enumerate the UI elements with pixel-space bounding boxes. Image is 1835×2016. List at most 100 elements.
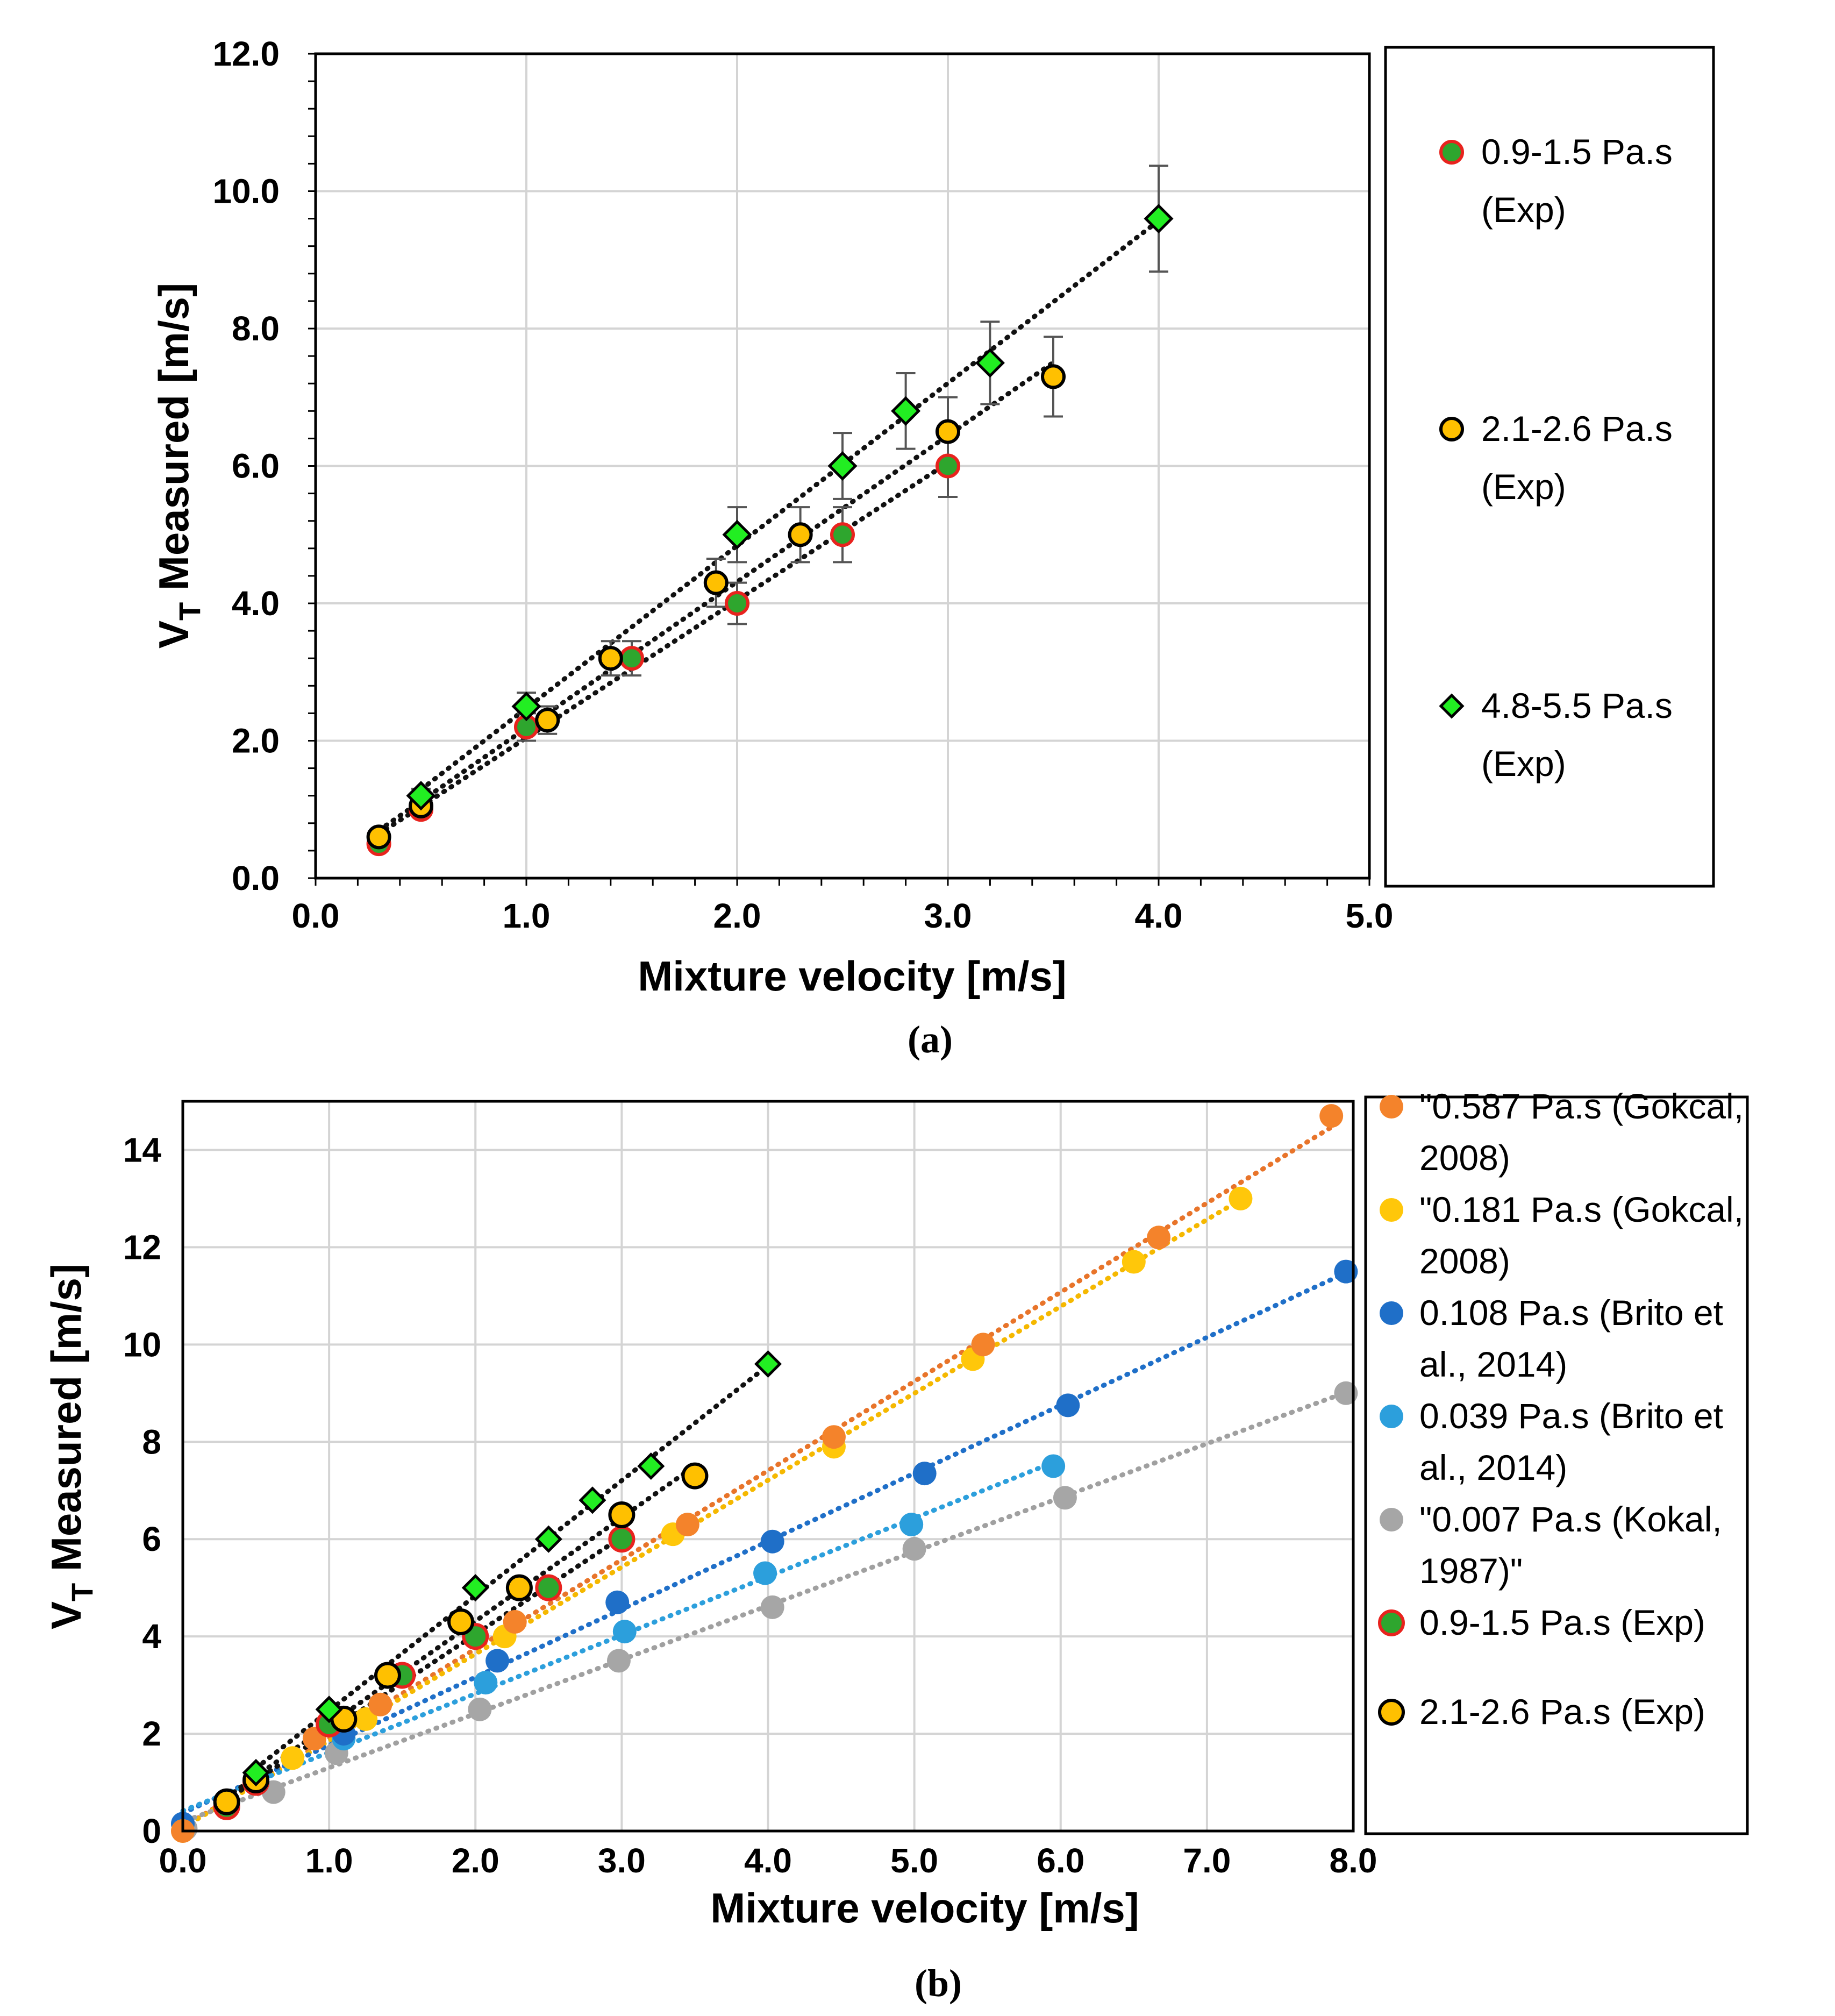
panel-b-legend-marker xyxy=(1380,1405,1403,1428)
panel-a-trendline xyxy=(376,360,1056,833)
panel-a-point-diamond xyxy=(891,396,921,426)
panel-a-point xyxy=(936,453,960,479)
panel-b-point xyxy=(971,1333,995,1357)
panel-b-point xyxy=(1056,1393,1080,1417)
panel-a-point xyxy=(703,570,729,595)
panel-a-legend-label: 4.8-5.5 Pa.s xyxy=(1481,686,1673,725)
panel-b-legend-marker xyxy=(1380,1508,1403,1531)
panel-a-x-tick-label: 5.0 xyxy=(1346,896,1394,935)
panel-b-points xyxy=(171,1104,1358,1843)
panel-b-x-tick-label: 7.0 xyxy=(1183,1841,1231,1880)
panel-b-point xyxy=(760,1595,784,1619)
panel-b-x-tick-label: 0.0 xyxy=(159,1841,207,1880)
panel-b-legend: "0.587 Pa.s (Gokcal, 2008) "0.181 Pa.s (Go… xyxy=(1378,1086,1744,1732)
panel-b-point xyxy=(612,1620,637,1644)
panel-b-legend-marker xyxy=(1380,1198,1403,1222)
panel-a-point xyxy=(725,591,749,616)
panel-b-point xyxy=(374,1662,401,1689)
panel-b-legend-label: "0.587 Pa.s (Gokcal, xyxy=(1419,1086,1744,1126)
panel-a-y-tick-label: 0.0 xyxy=(232,859,280,897)
panel-b-point xyxy=(474,1671,498,1695)
panel-a-point xyxy=(598,646,623,671)
panel-b-plot-frame xyxy=(181,1100,1355,1833)
panel-a-point-diamond xyxy=(975,348,1005,378)
panel-b-y-tick-label: 4 xyxy=(142,1617,161,1656)
panel-b-point xyxy=(535,1574,562,1601)
panel-b-y-tick-label: 12 xyxy=(123,1228,161,1266)
panel-a-trendline xyxy=(376,460,951,837)
panel-a-legend-marker xyxy=(1439,140,1464,165)
panel-a-x-tick-label: 1.0 xyxy=(503,896,551,935)
panel-b-point xyxy=(1147,1226,1171,1250)
panel-b-y-axis-label: VT Measured [m/s] xyxy=(42,1264,99,1629)
panel-b-point xyxy=(822,1425,846,1449)
panel-b-legend-label: "0.181 Pa.s (Gokcal, xyxy=(1419,1189,1744,1229)
panel-b-point xyxy=(1319,1104,1344,1128)
panel-a-point xyxy=(936,419,960,444)
panel-a-legend-label: (Exp) xyxy=(1481,744,1566,783)
panel-a-caption: (a) xyxy=(908,1018,953,1061)
panel-a-x-axis-label: Mixture velocity [m/s] xyxy=(638,952,1067,1000)
panel-a-point-diamond xyxy=(1144,204,1174,234)
panel-a-point xyxy=(830,522,855,547)
panel-a-x-tick-label: 0.0 xyxy=(292,896,340,935)
panel-a-legend-label: (Exp) xyxy=(1481,467,1566,507)
panel-b-legend-marker xyxy=(1378,1699,1405,1726)
panel-b-legend-label: 2.1-2.6 Pa.s (Exp) xyxy=(1419,1692,1705,1732)
panel-b-x-tick-label: 6.0 xyxy=(1037,1841,1084,1880)
panel-a-points xyxy=(366,204,1174,857)
panel-b-legend-label: "0.007 Pa.s (Kokal, xyxy=(1419,1499,1722,1539)
panel-b-point xyxy=(608,1526,636,1553)
panel-a-point xyxy=(1041,364,1066,389)
panel-a-legend-marker xyxy=(1439,693,1465,719)
panel-b-legend-label: al., 2014) xyxy=(1419,1448,1567,1487)
panel-b: 0.0 1.0 2.0 3.0 4.0 5.0 6.0 7.0 8.0 02468101214 … xyxy=(42,1086,1749,2005)
panel-b-y-tick-label: 10 xyxy=(123,1325,161,1364)
panel-a-trendlines xyxy=(376,218,1161,837)
panel-b-y-tick-label: 14 xyxy=(123,1130,162,1169)
panel-b-trendline xyxy=(253,1363,770,1771)
panel-b-legend-marker xyxy=(1380,1095,1403,1119)
panel-a-legend-label: 2.1-2.6 Pa.s xyxy=(1481,409,1673,448)
panel-b-point xyxy=(760,1529,784,1554)
panel-b-x-axis-label: Mixture velocity [m/s] xyxy=(710,1884,1139,1932)
panel-a-x-tick-label: 3.0 xyxy=(924,896,972,935)
panel-b-point xyxy=(753,1561,777,1585)
panel-b-y-tick-label: 0 xyxy=(142,1812,161,1850)
panel-b-legend-label: 0.039 Pa.s (Brito et xyxy=(1419,1396,1723,1436)
panel-a-y-tick-label: 2.0 xyxy=(232,722,280,760)
panel-b-point xyxy=(354,1707,378,1731)
panel-a-y-tick-label: 10.0 xyxy=(212,172,280,211)
panel-a-y-tick-label: 12.0 xyxy=(212,34,280,73)
panel-b-x-tick-label: 5.0 xyxy=(890,1841,938,1880)
panel-b-point-diamond xyxy=(637,1452,665,1480)
panel-b-point-diamond xyxy=(461,1574,489,1602)
panel-a-legend-marker xyxy=(1439,417,1464,441)
panel-b-point xyxy=(1229,1186,1253,1210)
panel-a-point-diamond xyxy=(722,519,752,550)
panel-a-y-tick-label: 6.0 xyxy=(232,447,280,486)
panel-a-point-diamond xyxy=(511,692,541,722)
panel-b-x-tick-label: 1.0 xyxy=(305,1841,353,1880)
panel-b-point xyxy=(1334,1259,1358,1284)
panel-a-plot-frame xyxy=(314,52,1371,880)
panel-a-legend-box xyxy=(1384,46,1715,888)
panel-b-point xyxy=(605,1590,630,1614)
panel-b-legend-label: 2008) xyxy=(1419,1138,1510,1178)
panel-a-y-tick-label: 8.0 xyxy=(232,309,280,348)
panel-b-legend-label: al., 2014) xyxy=(1419,1344,1567,1384)
panel-b-point xyxy=(1053,1486,1077,1510)
panel-b-point-diamond xyxy=(534,1525,562,1553)
panel-a-x-tick-label: 4.0 xyxy=(1135,896,1183,935)
panel-b-legend-label: 0.9-1.5 Pa.s (Exp) xyxy=(1419,1602,1705,1642)
panel-b-x-tick-label: 4.0 xyxy=(744,1841,792,1880)
panel-b-point xyxy=(1122,1250,1146,1274)
panel-a: 0.0 1.0 2.0 3.0 4.0 5.0 0.0 2.0 4.0 6.0 8.0 10.0 12… xyxy=(150,34,1715,1061)
panel-b-point xyxy=(912,1462,937,1486)
panel-a-point xyxy=(366,824,391,850)
panel-b-y-tick-label: 6 xyxy=(142,1520,161,1558)
panel-a-legend: 0.9-1.5 Pa.s (Exp) 2.1-2.6 Pa.s (Exp) 4.8-5.… xyxy=(1439,132,1673,783)
panel-b-point xyxy=(368,1692,392,1716)
panel-a-legend-label: (Exp) xyxy=(1481,190,1566,230)
panel-a-x-ticks: 0.0 1.0 2.0 3.0 4.0 5.0 xyxy=(292,896,1394,935)
